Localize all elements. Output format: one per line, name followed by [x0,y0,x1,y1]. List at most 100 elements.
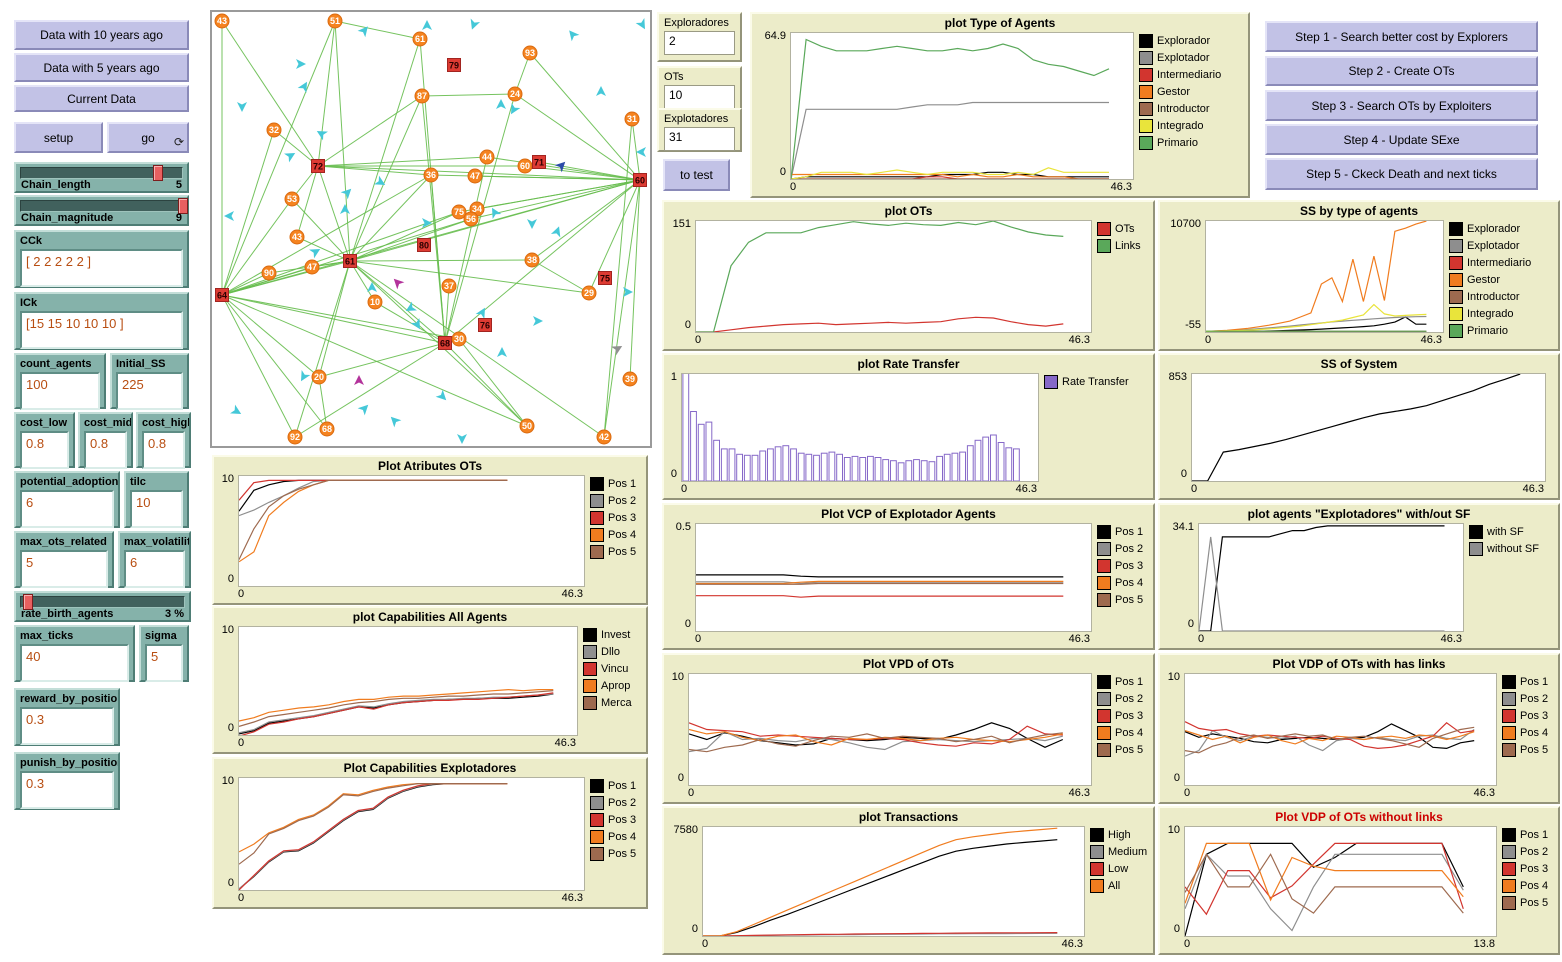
data-10-years-button[interactable]: Data with 10 years ago [14,20,189,50]
cost-mid-input[interactable]: 0.8 [84,431,127,469]
svg-text:75: 75 [600,274,610,284]
legend-label: Pos 5 [608,545,637,558]
ick-input[interactable]: [15 15 10 10 10 ] [20,311,183,349]
bird-agent-icon [297,81,307,93]
slider-handle[interactable] [152,165,163,181]
slider-handle[interactable] [22,594,33,610]
legend-item: Intermediario [1449,255,1555,270]
rate-birth-agents-slider[interactable]: rate_birth_agents 3 % [14,591,191,622]
button-label: setup [43,130,74,145]
max-volatility-input[interactable]: 6 [124,550,185,588]
chain-magnitude-slider[interactable]: Chain_magnitude 9 [14,195,189,226]
data-5-years-button[interactable]: Data with 5 years ago [14,53,189,82]
legend-label: Pos 1 [608,477,637,490]
slider-track[interactable] [20,596,185,608]
plot-vpd: Plot VPD of OTs 10 0 0 46.3 Pos 1 Pos 2 Pos 3 Po… [662,653,1155,804]
legend-item: Pos 4 [1502,878,1555,893]
agent-node: 87 [414,88,430,104]
ot-node: 72 [311,159,325,173]
chain-length-slider[interactable]: Chain_length 5 [14,162,189,193]
legend-swatch-icon [583,695,597,710]
legend-label: Pos 3 [1115,559,1144,572]
legend-item: Pos 3 [1097,708,1150,723]
ot-node: 68 [438,336,452,350]
go-button[interactable]: go ⟳ [107,122,189,153]
count-agents-input[interactable]: 100 [20,372,100,410]
legend-swatch-icon [1097,558,1111,573]
svg-text:29: 29 [584,288,594,298]
potential-adoption-input[interactable]: 6 [20,490,114,528]
svg-text:30: 30 [454,334,464,344]
punish-by-position-input[interactable]: 0.3 [20,771,114,809]
cost-high-input[interactable]: 0.8 [142,431,185,469]
step-2-button[interactable]: Step 2 - Create OTs [1265,56,1538,86]
svg-text:24: 24 [510,89,520,99]
bird-agent-icon [457,434,467,444]
legend-item: Pos 4 [1502,725,1555,740]
plot-title: plot OTs [884,204,933,218]
max-ticks-input[interactable]: 40 [20,644,129,682]
slider-value: 3 % [165,608,184,620]
y-min-label: -55 [1185,319,1201,331]
tilc-widget: tilc 10 [124,471,189,528]
ot-node: 64 [215,288,229,302]
slider-track[interactable] [20,167,183,179]
legend-swatch-icon [590,527,604,542]
x-max-label: 46.3 [1068,334,1090,346]
step-1-button[interactable]: Step 1 - Search better cost by Explorers [1265,21,1538,52]
agent-node: 90 [261,265,277,281]
step-5-button[interactable]: Step 5 - Ckeck Death and next ticks [1265,158,1538,190]
svg-text:60: 60 [635,176,645,186]
setup-button[interactable]: setup [14,122,103,153]
step-4-button[interactable]: Step 4 - Update SExe [1265,124,1538,155]
legend-item: OTs [1097,221,1150,236]
bird-agent-icon [357,26,368,38]
legend-swatch-icon [1449,272,1463,287]
agent-node: 30 [451,331,467,347]
legend-swatch-icon [1449,323,1463,338]
x-min-label: 0 [695,633,702,645]
agent-node: 68 [319,421,335,437]
reward-by-position-input[interactable]: 0.3 [20,707,114,745]
plot-legend: Pos 1 Pos 2 Pos 3 Pos 4 Pos 5 [1097,524,1150,610]
plot-title: Plot Atributes OTs [377,459,482,473]
ot-node: 80 [417,238,431,252]
legend-swatch-icon [1502,895,1516,910]
plot-ots: plot OTs 151 0 0 46.3 OTs Links [662,200,1155,351]
legend-label: Pos 3 [1115,709,1144,722]
sigma-input[interactable]: 5 [145,644,183,682]
tilc-input[interactable]: 10 [130,490,183,528]
legend-label: Explotador [1467,239,1520,252]
cost-low-input[interactable]: 0.8 [20,431,69,469]
agent-node: 56 [463,211,479,227]
plot-vdl: Plot VDP of OTs with has links 10 0 0 46.3 Po… [1158,653,1560,804]
x-max-label: 46.3 [554,737,576,749]
slider-track[interactable] [20,200,183,212]
current-data-button[interactable]: Current Data [14,85,189,112]
legend-label: Pos 1 [1115,675,1144,688]
max-ots-related-input[interactable]: 5 [20,550,108,588]
legend-swatch-icon [590,846,604,861]
cck-input[interactable]: [ 2 2 2 2 2 ] [20,249,183,287]
legend-swatch-icon [1097,524,1111,539]
legend-item: Pos 3 [1097,558,1150,573]
plot-legend: Explorador Explotador Intermediario Gestor I… [1449,221,1555,341]
legend-item: Pos 1 [1502,827,1555,842]
legend-label: Aprop [601,679,631,692]
initial-ss-input[interactable]: 225 [116,372,183,410]
bird-agent-icon [367,282,377,292]
slider-handle[interactable] [178,198,189,214]
bird-agent-icon [237,102,247,112]
slider-value: 9 [175,212,182,224]
input-label: cost_low [20,417,68,429]
svg-text:32: 32 [269,125,279,135]
legend-item: Pos 4 [590,527,643,542]
to-test-button[interactable]: to test [663,159,730,191]
step-3-button[interactable]: Step 3 - Search OTs by Exploiters [1265,90,1538,121]
y-min-label: 0 [227,573,234,585]
agent-node: 42 [596,429,612,445]
plot-legend: Pos 1 Pos 2 Pos 3 Pos 4 Pos 5 [1502,674,1555,760]
x-max-label: 46.3 [1440,633,1462,645]
input-label: CCk [20,235,43,247]
